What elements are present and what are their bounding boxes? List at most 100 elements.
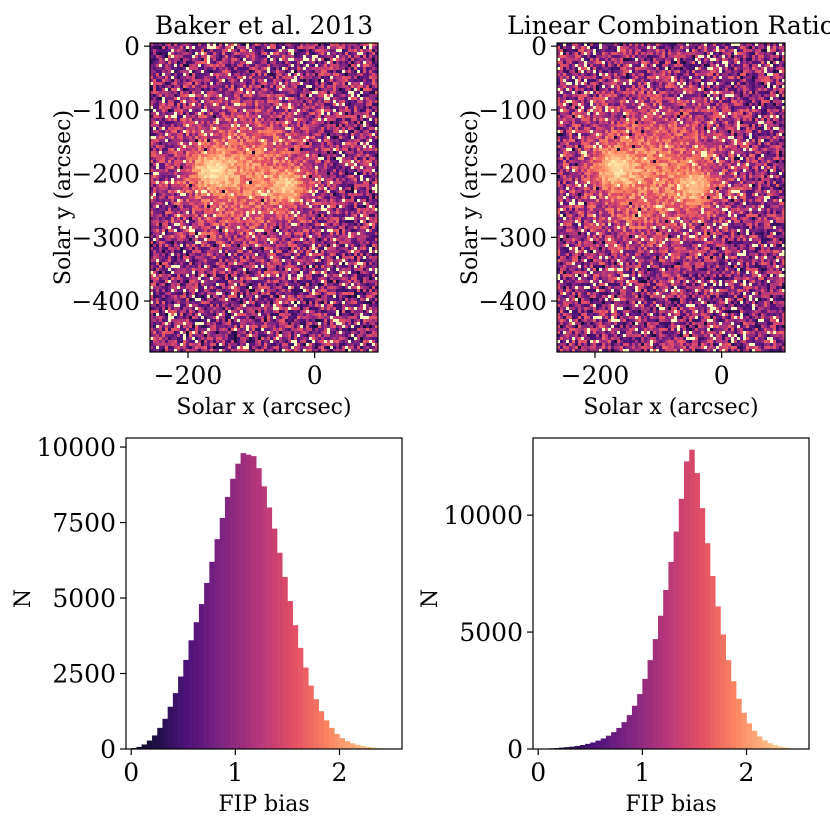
- heatmap-cell: [162, 217, 165, 220]
- heatmap-cell: [318, 79, 321, 82]
- heatmap-cell: [366, 91, 369, 94]
- heatmap-cell: [279, 235, 282, 238]
- heatmap-cell: [189, 178, 192, 181]
- heatmap-cell: [240, 184, 243, 187]
- heatmap-cell: [186, 121, 189, 124]
- heatmap-cell: [246, 118, 249, 121]
- heatmap-cell: [210, 70, 213, 73]
- heatmap-cell: [201, 157, 204, 160]
- heatmap-cell: [375, 223, 378, 226]
- heatmap-cell: [156, 55, 159, 58]
- heatmap-cell: [156, 109, 159, 112]
- heatmap-cell: [309, 115, 312, 118]
- heatmap-cell: [192, 235, 195, 238]
- heatmap-cell: [243, 235, 246, 238]
- heatmap-cell: [189, 109, 192, 112]
- heatmap-cell: [225, 118, 228, 121]
- heatmap-cell: [192, 76, 195, 79]
- heatmap-cell: [336, 160, 339, 163]
- heatmap-cell: [204, 103, 207, 106]
- heatmap-cell: [366, 127, 369, 130]
- heatmap-cell: [165, 112, 168, 115]
- heatmap-cell: [303, 85, 306, 88]
- heatmap-cell: [297, 64, 300, 67]
- heatmap-cell: [345, 52, 348, 55]
- heatmap-cell: [300, 166, 303, 169]
- heatmap-cell: [249, 115, 252, 118]
- heatmap-cell: [192, 97, 195, 100]
- heatmap-cell: [345, 211, 348, 214]
- heatmap-cell: [165, 61, 168, 64]
- heatmap-cell: [177, 79, 180, 82]
- heatmap-cell: [234, 196, 237, 199]
- heatmap-cell: [177, 190, 180, 193]
- heatmap-cell: [153, 118, 156, 121]
- heatmap-cell: [219, 232, 222, 235]
- heatmap-cell: [243, 133, 246, 136]
- heatmap-cell: [294, 106, 297, 109]
- heatmap-cell: [315, 205, 318, 208]
- heatmap-cell: [210, 118, 213, 121]
- heatmap-cell: [225, 151, 228, 154]
- heatmap-cell: [216, 133, 219, 136]
- heatmap-cell: [186, 154, 189, 157]
- heatmap-cell: [375, 118, 378, 121]
- heatmap-cell: [369, 148, 372, 151]
- heatmap-cell: [201, 64, 204, 67]
- heatmap-cell: [321, 46, 324, 49]
- heatmap-cell: [366, 220, 369, 223]
- heatmap-cell: [258, 160, 261, 163]
- heatmap-cell: [276, 100, 279, 103]
- heatmap-cell: [186, 97, 189, 100]
- heatmap-cell: [192, 193, 195, 196]
- heatmap-cell: [153, 94, 156, 97]
- heatmap-cell: [285, 235, 288, 238]
- heatmap-cell: [372, 175, 375, 178]
- heatmap-cell: [210, 229, 213, 232]
- heatmap-cell: [306, 97, 309, 100]
- heatmap-cell: [354, 232, 357, 235]
- heatmap-cell: [357, 49, 360, 52]
- heatmap-cell: [162, 103, 165, 106]
- heatmap-cell: [351, 172, 354, 175]
- heatmap-cell: [282, 67, 285, 70]
- heatmap-cell: [309, 166, 312, 169]
- heatmap-cell: [306, 109, 309, 112]
- heatmap-cell: [342, 226, 345, 229]
- heatmap-cell: [363, 115, 366, 118]
- heatmap-cell: [264, 106, 267, 109]
- heatmap-cell: [150, 223, 153, 226]
- heatmap-cell: [153, 175, 156, 178]
- heatmap-cell: [288, 211, 291, 214]
- heatmap-cell: [276, 121, 279, 124]
- heatmap-cell: [315, 106, 318, 109]
- heatmap-cell: [282, 193, 285, 196]
- heatmap-cell: [351, 82, 354, 85]
- heatmap-cell: [183, 190, 186, 193]
- heatmap-cell: [363, 49, 366, 52]
- heatmap-cell: [174, 172, 177, 175]
- heatmap-cell: [339, 52, 342, 55]
- heatmap-cell: [264, 160, 267, 163]
- heatmap-cell: [216, 214, 219, 217]
- heatmap-cell: [300, 43, 303, 46]
- heatmap-cell: [186, 100, 189, 103]
- heatmap-cell: [207, 109, 210, 112]
- heatmap-cell: [354, 148, 357, 151]
- heatmap-cell: [216, 217, 219, 220]
- heatmap-cell: [207, 151, 210, 154]
- heatmap-cell: [168, 46, 171, 49]
- heatmap-cell: [282, 118, 285, 121]
- heatmap-cell: [264, 133, 267, 136]
- heatmap-cell: [237, 127, 240, 130]
- heatmap-cell: [312, 67, 315, 70]
- heatmap-cell: [201, 199, 204, 202]
- heatmap-cell: [339, 73, 342, 76]
- heatmap-cell: [234, 130, 237, 133]
- heatmap-cell: [240, 106, 243, 109]
- heatmap-cell: [345, 55, 348, 58]
- heatmap-cell: [231, 166, 234, 169]
- heatmap-cell: [198, 208, 201, 211]
- heatmap-cell: [315, 52, 318, 55]
- heatmap-cell: [222, 136, 225, 139]
